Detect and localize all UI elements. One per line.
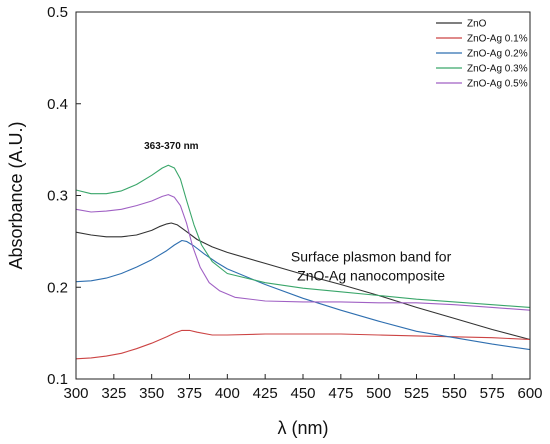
x-axis-title: λ (nm) <box>278 418 329 438</box>
x-tick-label: 450 <box>290 385 315 402</box>
y-tick-label: 0.1 <box>47 371 68 388</box>
y-tick-label: 0.4 <box>47 96 68 113</box>
legend-label-4: ZnO-Ag 0.5% <box>467 79 528 90</box>
x-tick-label: 400 <box>215 385 240 402</box>
legend-label-0: ZnO <box>467 19 487 30</box>
series-line-0 <box>75 222 531 341</box>
x-tick-label: 425 <box>253 385 278 402</box>
series-line-3 <box>75 164 531 308</box>
x-tick-label: 475 <box>328 385 353 402</box>
x-tick-label: 525 <box>404 385 429 402</box>
y-tick-label: 0.2 <box>47 279 68 296</box>
y-tick-label: 0.3 <box>47 188 68 205</box>
series-line-2 <box>75 239 531 351</box>
plasmon-band-annotation-line-1: Surface plasmon band for <box>291 249 452 265</box>
peak-annotation: 363-370 nm <box>144 141 199 152</box>
legend-label-2: ZnO-Ag 0.2% <box>467 49 528 60</box>
legend: ZnO ZnO-Ag 0.1% ZnO-Ag 0.2% ZnO-Ag 0.3% ZnO-… <box>436 19 528 90</box>
x-tick-label: 375 <box>177 385 202 402</box>
x-tick-label: 500 <box>366 385 391 402</box>
y-axis-title: Absorbance (A.U.) <box>6 121 26 269</box>
series-line-1 <box>75 329 531 360</box>
series-line-4 <box>75 194 531 311</box>
x-tick-label: 300 <box>63 385 88 402</box>
legend-label-1: ZnO-Ag 0.1% <box>467 34 528 45</box>
x-tick-label: 350 <box>139 385 164 402</box>
y-tick-label: 0.5 <box>47 4 68 21</box>
plasmon-band-annotation-line-2: ZnO-Ag nanocomposite <box>297 268 445 284</box>
legend-label-3: ZnO-Ag 0.3% <box>467 64 528 75</box>
x-tick-label: 575 <box>480 385 505 402</box>
x-tick-label: 550 <box>442 385 467 402</box>
x-tick-label: 325 <box>101 385 126 402</box>
x-tick-label: 600 <box>517 385 542 402</box>
